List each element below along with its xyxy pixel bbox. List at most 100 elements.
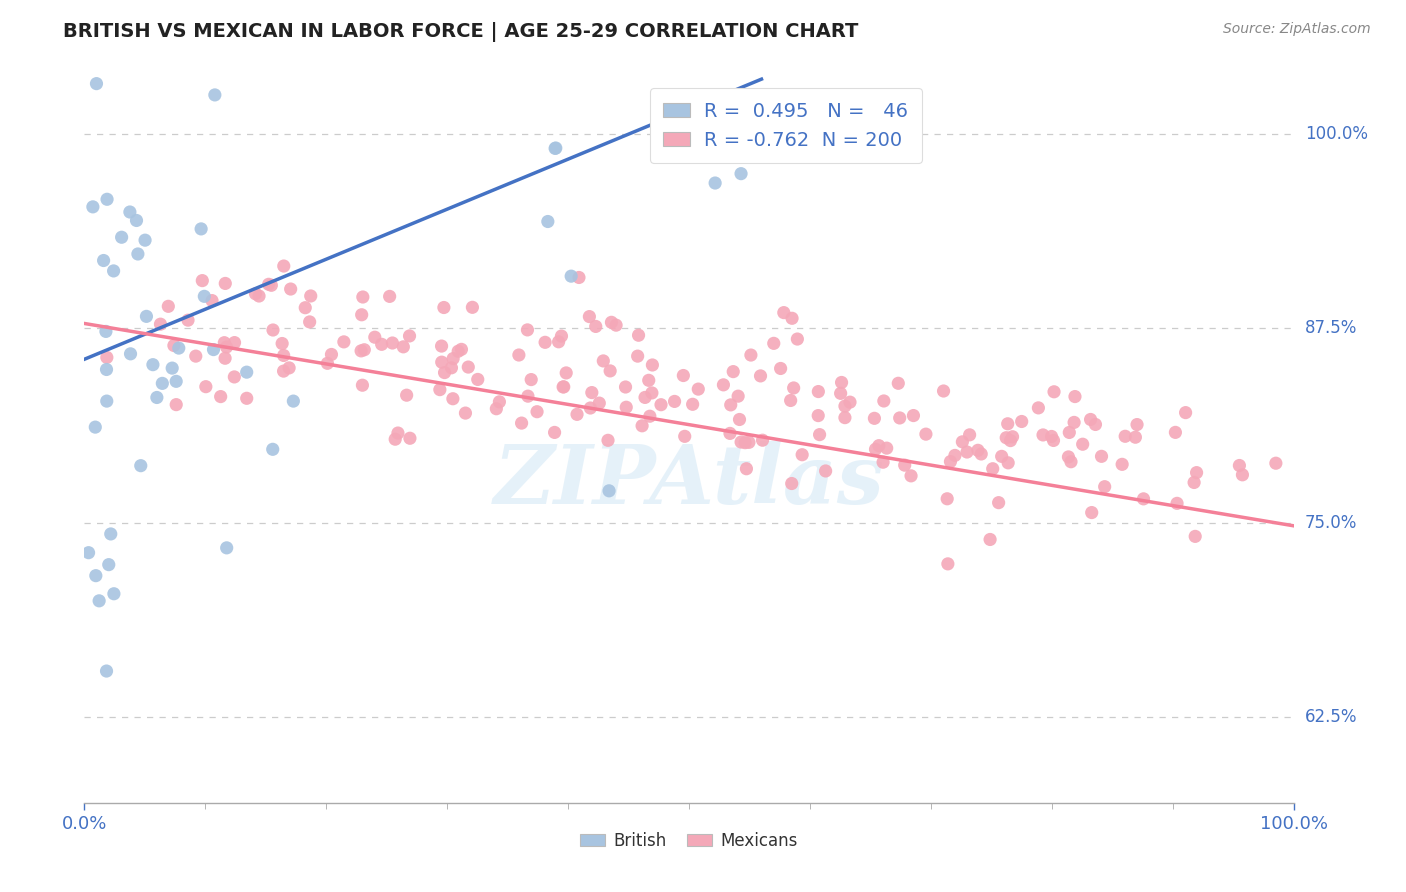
Point bbox=[873, 394, 896, 409]
Point bbox=[727, 389, 749, 403]
Point bbox=[579, 401, 602, 415]
Point bbox=[384, 432, 406, 446]
Point bbox=[370, 337, 392, 351]
Point bbox=[510, 416, 533, 430]
Point bbox=[77, 546, 100, 560]
Text: 87.5%: 87.5% bbox=[1305, 319, 1357, 337]
Point bbox=[1001, 430, 1024, 444]
Point bbox=[111, 230, 134, 244]
Point bbox=[82, 200, 104, 214]
Point bbox=[214, 277, 236, 291]
Text: 75.0%: 75.0% bbox=[1305, 514, 1357, 532]
Point bbox=[868, 439, 890, 453]
Point bbox=[598, 483, 620, 498]
Point bbox=[1042, 434, 1064, 448]
Point bbox=[865, 442, 887, 457]
Point bbox=[578, 310, 600, 324]
Point bbox=[792, 448, 814, 462]
Point bbox=[157, 299, 180, 313]
Point bbox=[585, 319, 607, 334]
Point bbox=[808, 427, 831, 442]
Point bbox=[1185, 466, 1208, 480]
Point bbox=[605, 318, 627, 333]
Point bbox=[537, 214, 560, 228]
Point bbox=[278, 360, 301, 375]
Point bbox=[273, 259, 295, 273]
Point bbox=[299, 289, 322, 303]
Point bbox=[555, 366, 578, 380]
Point bbox=[762, 336, 785, 351]
Point bbox=[738, 435, 761, 450]
Point bbox=[950, 434, 973, 449]
Point bbox=[704, 176, 727, 190]
Point bbox=[392, 340, 415, 354]
Point bbox=[807, 409, 830, 423]
Point bbox=[1166, 496, 1188, 510]
Point bbox=[664, 394, 686, 409]
Point bbox=[488, 394, 510, 409]
Point bbox=[150, 376, 173, 391]
Point bbox=[321, 347, 343, 361]
Point bbox=[650, 398, 672, 412]
Point bbox=[1000, 434, 1022, 448]
Point bbox=[103, 264, 125, 278]
Point bbox=[735, 461, 758, 475]
Point bbox=[271, 336, 294, 351]
Point bbox=[1182, 475, 1205, 490]
Point bbox=[194, 379, 217, 393]
Point bbox=[544, 141, 567, 155]
Point bbox=[450, 343, 472, 357]
Point bbox=[782, 381, 804, 395]
Point bbox=[814, 464, 837, 478]
Point bbox=[1080, 506, 1102, 520]
Point bbox=[970, 447, 993, 461]
Point bbox=[142, 358, 165, 372]
Point bbox=[202, 343, 225, 357]
Point bbox=[84, 568, 107, 582]
Point bbox=[149, 317, 172, 331]
Point bbox=[1090, 450, 1112, 464]
Point bbox=[224, 335, 246, 350]
Point bbox=[1094, 480, 1116, 494]
Point bbox=[718, 426, 741, 441]
Point bbox=[839, 395, 862, 409]
Point bbox=[581, 385, 603, 400]
Point bbox=[215, 541, 238, 555]
Point bbox=[553, 380, 575, 394]
Point bbox=[103, 587, 125, 601]
Point bbox=[547, 334, 569, 349]
Point bbox=[987, 496, 1010, 510]
Point bbox=[834, 399, 856, 413]
Point bbox=[93, 253, 115, 268]
Point bbox=[876, 441, 898, 455]
Point bbox=[516, 323, 538, 337]
Point bbox=[1125, 430, 1147, 444]
Point bbox=[352, 378, 374, 392]
Point bbox=[997, 456, 1019, 470]
Point bbox=[997, 417, 1019, 431]
Point bbox=[641, 386, 664, 401]
Point bbox=[1071, 437, 1094, 451]
Point bbox=[96, 664, 118, 678]
Point bbox=[461, 301, 484, 315]
Point bbox=[165, 398, 187, 412]
Point bbox=[534, 335, 557, 350]
Point bbox=[125, 213, 148, 227]
Point bbox=[235, 392, 257, 406]
Point bbox=[614, 401, 637, 415]
Point bbox=[780, 476, 803, 491]
Point bbox=[84, 420, 107, 434]
Point bbox=[596, 434, 619, 448]
Point bbox=[94, 325, 117, 339]
Point bbox=[772, 305, 794, 319]
Point bbox=[96, 351, 118, 365]
Point bbox=[193, 289, 215, 303]
Point bbox=[260, 278, 283, 293]
Point bbox=[215, 340, 238, 354]
Point bbox=[943, 449, 966, 463]
Text: 62.5%: 62.5% bbox=[1305, 708, 1357, 726]
Point bbox=[127, 247, 149, 261]
Point bbox=[440, 360, 463, 375]
Point bbox=[430, 339, 453, 353]
Point bbox=[257, 277, 280, 292]
